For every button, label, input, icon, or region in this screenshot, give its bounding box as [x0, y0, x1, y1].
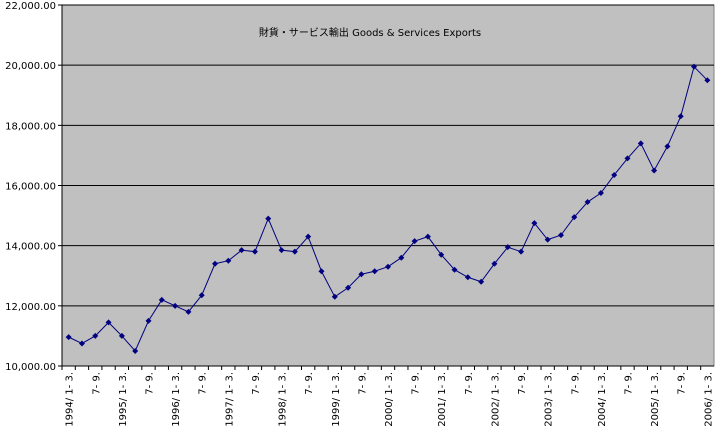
marker: [185, 308, 192, 315]
marker: [158, 296, 165, 303]
x-tick-label: 2004/ 1- 3.: [597, 372, 608, 427]
marker: [198, 292, 205, 299]
y-tick-label: 16,000.00: [5, 182, 56, 193]
y-tick-label: 22,000.00: [5, 1, 56, 12]
marker: [411, 238, 418, 245]
x-tick-label: 7- 9.: [304, 372, 315, 395]
x-tick-label: 7- 9.: [624, 372, 635, 395]
x-tick-label: 7- 9.: [91, 372, 102, 395]
x-tick-label: 1997/ 1- 3.: [224, 372, 235, 427]
marker: [212, 260, 219, 267]
marker: [345, 284, 352, 291]
marker: [92, 332, 99, 339]
marker: [385, 263, 391, 270]
x-tick-label: 7- 9.: [198, 372, 209, 395]
marker: [238, 247, 245, 254]
marker: [571, 214, 578, 221]
marker: [278, 247, 285, 254]
marker: [65, 334, 72, 341]
y-tick-label: 12,000.00: [5, 302, 56, 313]
marker: [611, 171, 618, 178]
x-tick-label: 2000/ 1- 3.: [384, 372, 395, 427]
x-tick-label: 2005/ 1- 3.: [650, 372, 661, 427]
marker: [145, 317, 152, 324]
marker: [172, 302, 179, 309]
x-tick-label: 1996/ 1- 3.: [171, 372, 182, 427]
marker: [424, 233, 431, 240]
marker: [438, 251, 445, 258]
marker: [118, 332, 125, 339]
marker: [518, 248, 525, 255]
marker: [78, 340, 85, 347]
x-tick-label: 1994/ 1- 3.: [65, 372, 76, 427]
x-tick-label: 2002/ 1- 3.: [490, 372, 501, 427]
marker: [531, 220, 538, 227]
marker: [451, 266, 458, 273]
marker: [398, 254, 405, 261]
x-tick-label: 1998/ 1- 3.: [278, 372, 289, 427]
marker: [132, 347, 139, 354]
marker: [624, 155, 631, 162]
x-tick-label: 7- 9.: [517, 372, 528, 395]
x-tick-label: 1999/ 1- 3.: [331, 372, 342, 427]
x-tick-label: 7- 9.: [144, 372, 155, 395]
y-tick-label: 20,000.00: [5, 61, 56, 72]
chart-title: 財貨・サービス輸出 Goods & Services Exports: [259, 26, 481, 39]
marker: [504, 244, 511, 251]
x-tick-label: 7- 9.: [251, 372, 262, 395]
marker: [318, 268, 325, 275]
marker: [251, 248, 258, 255]
marker: [464, 274, 471, 281]
x-tick-label: 2001/ 1- 3.: [437, 372, 448, 427]
x-tick-label: 2003/ 1- 3.: [544, 372, 555, 427]
x-tick-label: 7- 9.: [677, 372, 688, 395]
marker: [225, 257, 232, 264]
x-tick-label: 7- 9.: [570, 372, 581, 395]
marker: [597, 190, 604, 197]
marker: [478, 278, 485, 285]
marker: [305, 233, 312, 240]
marker: [677, 113, 684, 120]
marker: [664, 143, 671, 150]
x-tick-label: 7- 9.: [464, 372, 475, 395]
marker: [584, 199, 591, 206]
marker: [704, 77, 711, 84]
y-tick-label: 10,000.00: [5, 362, 56, 373]
marker: [358, 271, 365, 278]
marker: [651, 167, 658, 174]
marker: [265, 215, 272, 222]
y-tick-label: 14,000.00: [5, 242, 56, 253]
marker: [291, 248, 298, 255]
marker: [371, 268, 378, 275]
y-tick-label: 18,000.00: [5, 121, 56, 132]
x-tick-label: 7- 9.: [357, 372, 368, 395]
marker: [331, 293, 338, 300]
x-tick-label: 7- 9.: [411, 372, 422, 395]
marker: [544, 236, 551, 243]
marker: [637, 140, 644, 147]
x-tick-label: 1995/ 1- 3.: [118, 372, 129, 427]
marker: [491, 260, 498, 267]
marker: [691, 63, 698, 70]
x-tick-label: 2006/ 1- 3.: [703, 372, 714, 427]
marker: [557, 232, 564, 239]
marker: [105, 319, 112, 326]
